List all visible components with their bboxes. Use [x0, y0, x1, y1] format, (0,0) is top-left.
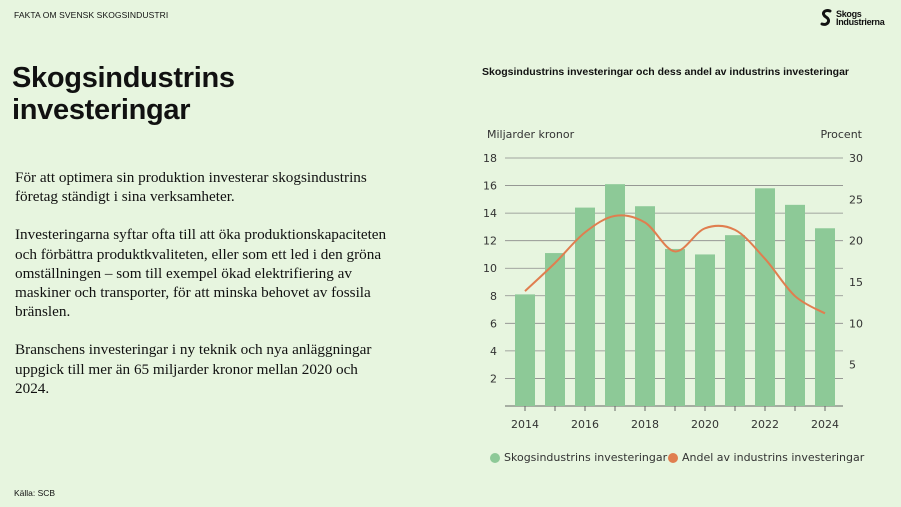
bar: [605, 184, 625, 406]
y-tick-right: 20: [849, 235, 863, 248]
y-tick-right: 5: [849, 359, 856, 372]
legend-item-line: Andel av industrins investeringar: [668, 451, 864, 464]
bar: [785, 204, 805, 406]
x-tick-label: 2024: [811, 418, 839, 431]
logo: Skogs Industrierna: [820, 9, 885, 27]
y-tick-left: 6: [490, 317, 497, 330]
paragraph: För att optimera sin produktion invester…: [15, 169, 367, 206]
bar: [665, 248, 685, 406]
bar: [545, 253, 565, 406]
legend-label: Skogsindustrins investeringar: [504, 451, 668, 464]
y-tick-left: 8: [490, 290, 497, 303]
paragraph: Branschens investeringar i ny teknik och…: [15, 341, 372, 397]
x-tick-label: 2016: [571, 418, 599, 431]
y-tick-left: 14: [483, 207, 497, 220]
logo-text: Skogs Industrierna: [836, 9, 885, 27]
legend-item-bars: Skogsindustrins investeringar: [490, 451, 667, 464]
y-tick-left: 18: [483, 152, 497, 165]
logo-icon: [820, 9, 832, 26]
page-title: Skogsindustrins investeringar: [12, 62, 235, 126]
y-axis-left-label: Miljarder kronor: [487, 128, 575, 141]
x-tick-label: 2020: [691, 418, 719, 431]
y-tick-left: 12: [483, 235, 497, 248]
y-axis-right-label: Procent: [820, 128, 862, 141]
y-tick-left: 16: [483, 180, 497, 193]
y-tick-right: 10: [849, 317, 863, 330]
bar: [695, 254, 715, 406]
paragraph: Investeringarna syftar ofta till att öka…: [15, 226, 387, 321]
bar: [725, 235, 745, 406]
legend-label: Andel av industrins investeringar: [682, 451, 865, 464]
bar: [575, 207, 595, 406]
y-tick-right: 25: [849, 193, 863, 206]
y-tick-right: 30: [849, 152, 863, 165]
chart-title: Skogsindustrins investeringar och dess a…: [482, 66, 850, 78]
x-tick-label: 2022: [751, 418, 779, 431]
legend-swatch: [668, 452, 678, 463]
x-tick-label: 2014: [511, 418, 539, 431]
y-tick-right: 15: [849, 276, 863, 289]
bar: [815, 228, 835, 406]
bar: [635, 206, 655, 406]
bar: [515, 294, 535, 406]
body-text: För att optimera sin produktion invester…: [15, 168, 395, 417]
y-tick-left: 2: [490, 372, 497, 385]
bar: [755, 188, 775, 406]
legend-swatch: [490, 452, 500, 463]
source-note: Källa: SCB: [14, 488, 56, 498]
x-tick-label: 2018: [631, 418, 659, 431]
y-tick-left: 4: [490, 345, 497, 358]
section-kicker: FAKTA OM SVENSK SKOGSINDUSTRI: [14, 10, 169, 20]
y-tick-left: 10: [483, 262, 497, 275]
